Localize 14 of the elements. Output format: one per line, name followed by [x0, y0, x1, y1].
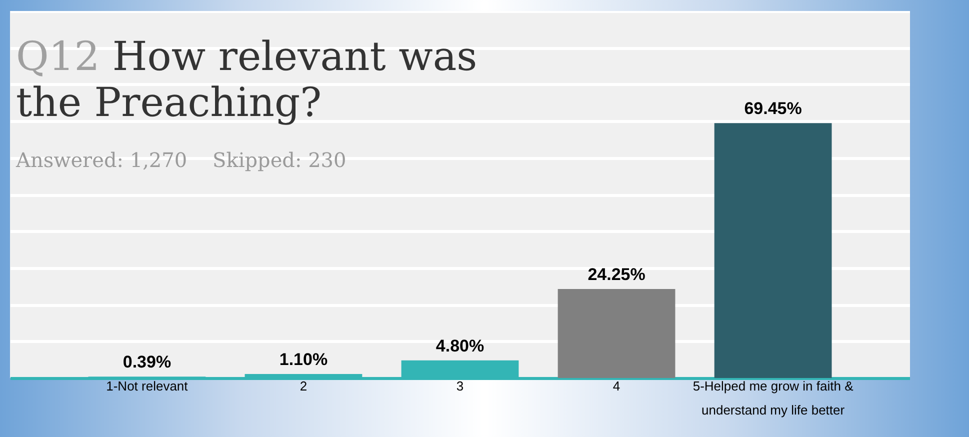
x-tick-label: 4 [612, 378, 620, 394]
text: Q12 How relevant was the Preaching? [16, 34, 478, 126]
data-label: 1.10% [279, 350, 328, 369]
x-tick-label: 5-Helped me grow in faith & understand my life better [692, 378, 854, 418]
data-label: 0.39% [122, 352, 172, 372]
x-tick-label: 1-Not relevant [106, 378, 188, 394]
data-label: 69.45% [744, 99, 802, 118]
bar [558, 289, 676, 378]
bar [714, 123, 832, 378]
data-label: 4.80% [436, 336, 484, 356]
x-tick-label: 3 [456, 378, 464, 394]
text: Answered: 1,270 Skipped: 230 [16, 148, 346, 172]
x-tick-label: 2 [300, 378, 308, 394]
data-label: 24.25% [588, 265, 646, 284]
